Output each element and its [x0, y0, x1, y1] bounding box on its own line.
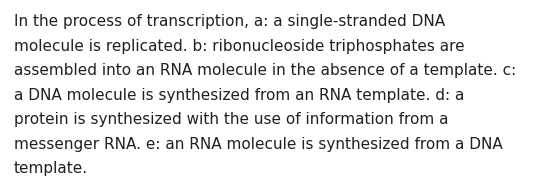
Text: a DNA molecule is synthesized from an RNA template. d: a: a DNA molecule is synthesized from an RN… — [14, 87, 464, 102]
Text: messenger RNA. e: an RNA molecule is synthesized from a DNA: messenger RNA. e: an RNA molecule is syn… — [14, 136, 503, 152]
Text: template.: template. — [14, 161, 88, 176]
Text: assembled into an RNA molecule in the absence of a template. c:: assembled into an RNA molecule in the ab… — [14, 63, 516, 78]
Text: protein is synthesized with the use of information from a: protein is synthesized with the use of i… — [14, 112, 449, 127]
Text: In the process of transcription, a: a single-stranded DNA: In the process of transcription, a: a si… — [14, 14, 445, 29]
Text: molecule is replicated. b: ribonucleoside triphosphates are: molecule is replicated. b: ribonucleosid… — [14, 39, 465, 54]
